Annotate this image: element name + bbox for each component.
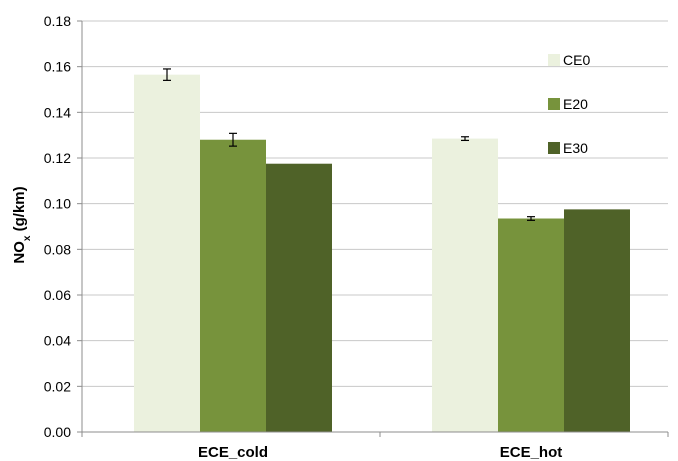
y-tick-label: 0.04	[44, 333, 71, 349]
legend: CE0 E20 E30	[548, 52, 590, 156]
legend-item-ce0: CE0	[548, 52, 590, 68]
y-tick-label: 0.18	[44, 13, 71, 29]
x-category-label: ECE_hot	[500, 444, 563, 461]
y-axis-title: NOx (g/km)	[11, 186, 33, 263]
bar-e20-ece_cold	[200, 139, 266, 432]
error-bars	[163, 68, 535, 221]
axes	[77, 20, 669, 437]
bar-ce0-ece_cold	[134, 74, 200, 433]
x-category-label: ECE_cold	[198, 444, 268, 461]
y-tick-label: 0.08	[44, 241, 71, 257]
legend-label: E30	[563, 140, 588, 156]
y-axis-title-main: NO	[11, 241, 28, 264]
axis-labels: 0.00 0.02 0.04 0.06 0.08 0.10 0.12 0.14 0.16 0.18…	[44, 13, 563, 461]
y-tick-label: 0.14	[44, 104, 71, 120]
y-tick-label: 0.16	[44, 59, 71, 75]
error-bar-e20-ece_cold	[229, 132, 237, 147]
error-bar-ce0-ece_cold	[163, 68, 171, 81]
legend-swatch	[548, 98, 560, 110]
legend-swatch	[548, 54, 560, 66]
y-axis-title-subscript: x	[22, 235, 33, 241]
y-tick-label: 0.12	[44, 150, 71, 166]
y-tick-label: 0.06	[44, 287, 71, 303]
error-bar-ce0-ece_hot	[461, 136, 469, 142]
y-tick-label: 0.02	[44, 378, 71, 394]
bar-e30-ece_cold	[266, 163, 332, 433]
legend-label: E20	[563, 96, 588, 112]
error-bar-e20-ece_hot	[527, 216, 535, 221]
y-tick-label: 0.10	[44, 196, 71, 212]
bar-e30-ece_hot	[564, 209, 630, 432]
legend-swatch	[548, 142, 560, 154]
y-tick-label: 0.00	[44, 424, 71, 440]
bars	[134, 74, 630, 433]
bar-ce0-ece_hot	[432, 138, 498, 432]
legend-item-e30: E30	[548, 140, 588, 156]
bar-e20-ece_hot	[498, 218, 564, 432]
legend-label: CE0	[563, 52, 590, 68]
y-axis-title-unit: (g/km)	[11, 186, 28, 235]
legend-item-e20: E20	[548, 96, 588, 112]
